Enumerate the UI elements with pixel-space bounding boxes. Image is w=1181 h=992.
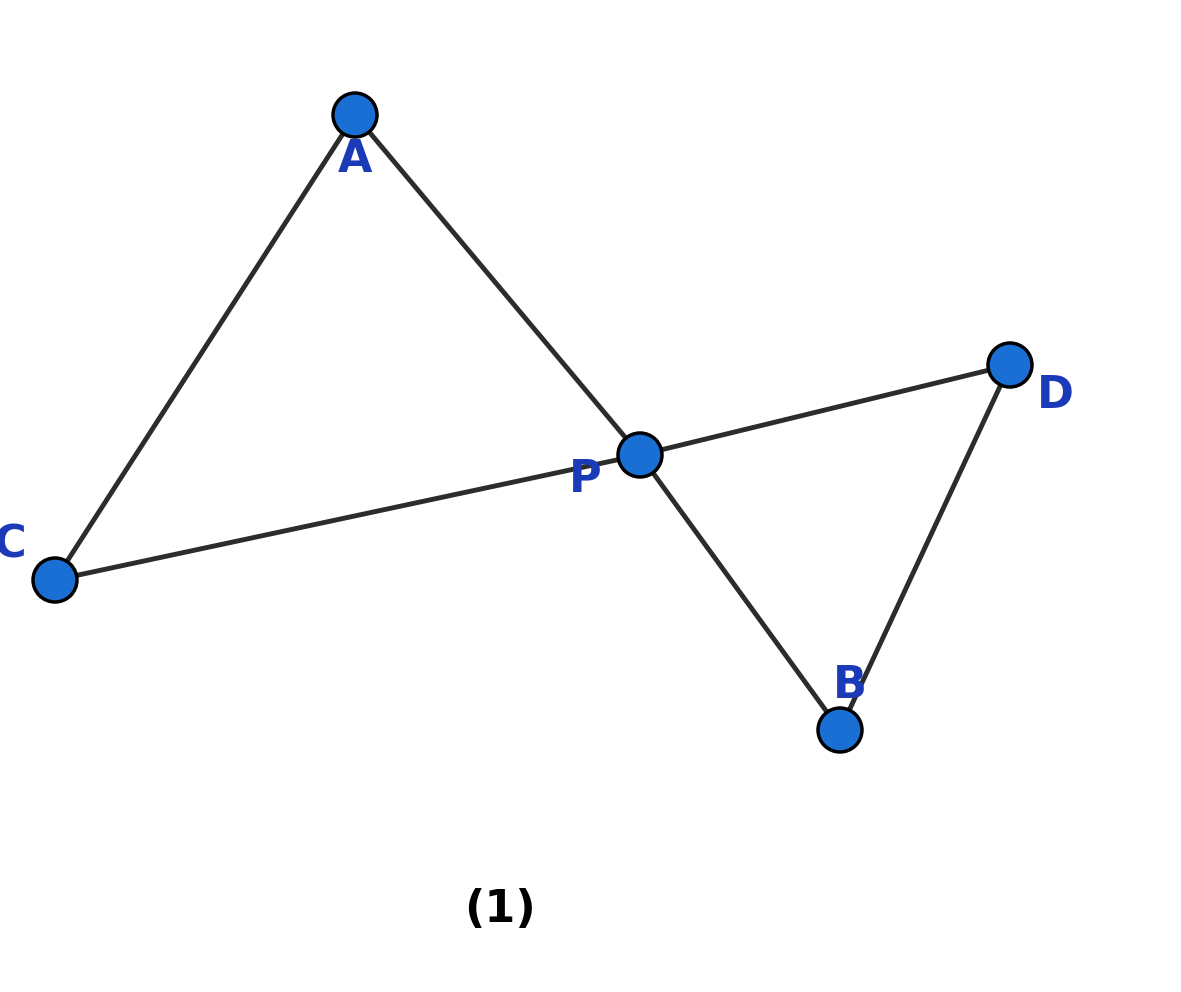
- Circle shape: [33, 558, 77, 602]
- Text: (1): (1): [464, 889, 536, 931]
- Text: A: A: [338, 139, 372, 182]
- Text: C: C: [0, 524, 26, 566]
- Circle shape: [618, 433, 663, 477]
- Circle shape: [333, 93, 377, 137]
- Text: B: B: [833, 664, 867, 706]
- Text: D: D: [1037, 374, 1074, 417]
- Circle shape: [818, 708, 862, 752]
- Circle shape: [988, 343, 1032, 387]
- Text: P: P: [568, 458, 601, 502]
